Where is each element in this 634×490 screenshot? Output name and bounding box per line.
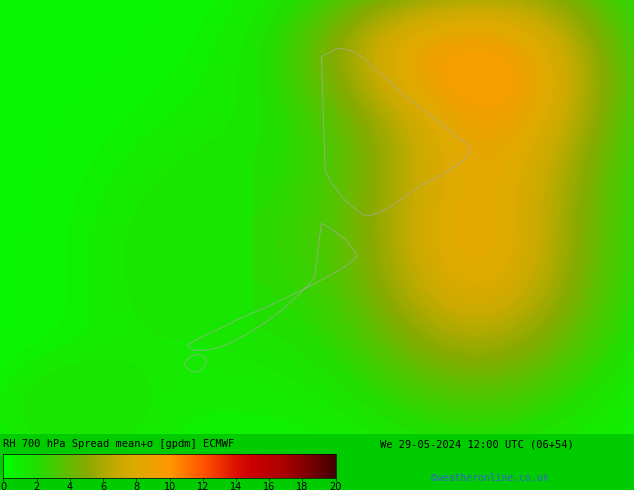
Text: RH 700 hPa Spread mean+σ [gpdm] ECMWF: RH 700 hPa Spread mean+σ [gpdm] ECMWF: [3, 440, 235, 449]
Text: ©weatheronline.co.uk: ©weatheronline.co.uk: [431, 473, 548, 483]
Text: We 29-05-2024 12:00 UTC (06+54): We 29-05-2024 12:00 UTC (06+54): [380, 440, 574, 449]
